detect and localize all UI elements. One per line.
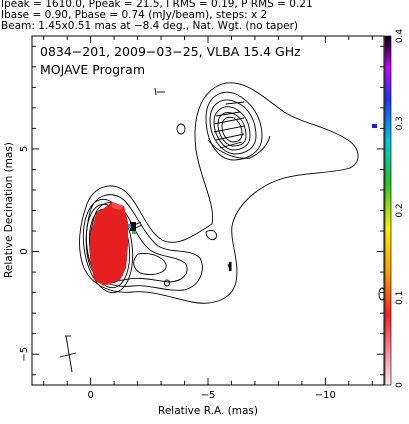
colorbar-tick-label: 0.1	[395, 291, 405, 305]
contour-2	[85, 194, 203, 291]
x-axis-label: Relative R.A. (mas)	[158, 405, 258, 417]
y-axis-label: Relative Decination (mas)	[3, 142, 15, 278]
polarized-core-region	[90, 202, 128, 286]
header-line-2: Ibase = 0.90, Pbase = 0.74 (mJy/beam), s…	[1, 9, 268, 21]
colorbar-tick-label: 0	[395, 382, 405, 388]
y-tick-label: −5	[19, 347, 30, 362]
plot-title: 0834−201, 2009−03−25, VLBA 15.4 GHz	[40, 44, 301, 59]
header-line-3: Beam: 1.45x0.51 mas at −8.4 deg., Nat. W…	[1, 20, 299, 32]
polarization-layer	[90, 87, 377, 286]
y-tick-label: 5	[19, 146, 30, 152]
contour-outer	[79, 82, 359, 304]
colorbar-tick-label: 0.2	[395, 203, 405, 217]
plot-subtitle: MOJAVE Program	[40, 62, 145, 77]
colorbar-tick-label: 0.3	[395, 116, 405, 130]
x-tick-label: 0	[87, 390, 93, 401]
contour-4	[133, 253, 167, 275]
y-tick-label: 0	[19, 248, 30, 254]
beam-marker	[59, 335, 77, 373]
colorbar-tick-label: 0.4	[395, 29, 405, 44]
polarization-patch	[130, 222, 136, 231]
colorbar	[384, 35, 392, 386]
x-tick-label: −10	[315, 390, 336, 401]
x-tick-label: −5	[201, 390, 216, 401]
header-line-1: Ipeak = 1610.0, Ppeak = 21.5, I RMS = 0.…	[1, 0, 313, 10]
